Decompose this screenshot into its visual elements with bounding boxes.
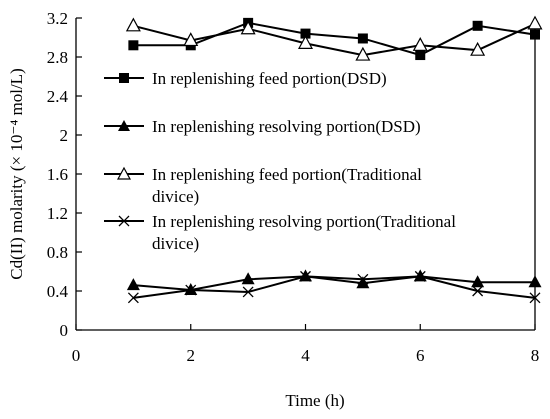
series-line-2 [133, 275, 535, 292]
x-tick-label: 2 [187, 346, 196, 365]
data-point-x [357, 273, 369, 285]
x-tick-label: 4 [301, 346, 310, 365]
data-point-x [242, 286, 254, 298]
data-point-square [472, 20, 483, 31]
data-point-open-triangle [240, 20, 256, 35]
data-point-open-triangle [355, 46, 371, 61]
x-tick-label: 8 [531, 346, 540, 365]
legend-label-line-2: divice) [152, 234, 199, 253]
data-point-filled-triangle [471, 275, 485, 288]
legend-filled-triangle-marker [118, 120, 130, 131]
y-tick-label: 0 [60, 321, 69, 340]
plot-area: 0 0.4 0.8 1.2 1.6 2 2.4 2.8 3.2 0 2 4 6 8 [47, 9, 543, 365]
legend-label-resolving-traditional: In replenishing resolving portion(Tradit… [152, 212, 460, 253]
data-point-open-triangle [125, 17, 141, 32]
legend-filled-square-marker [119, 73, 129, 83]
series-line-4 [133, 275, 536, 299]
data-point-square [415, 50, 426, 61]
data-point-filled-triangle [299, 269, 312, 282]
series-markers [125, 15, 543, 304]
x-axis-ticks: 0 2 4 6 8 [72, 324, 540, 365]
y-tick-label: 2.8 [47, 48, 68, 67]
data-point-filled-triangle [356, 276, 370, 289]
data-point-x [529, 292, 541, 304]
y-axis-title: Cd(II) molarity (× 10⁻⁴ mol/L) [7, 68, 26, 279]
data-point-x [300, 270, 311, 282]
data-point-x [127, 292, 139, 304]
x-tick-label: 6 [416, 346, 425, 365]
data-point-filled-triangle [184, 283, 198, 296]
legend-item-feed-dsd: In replenishing feed portion(DSD) [104, 69, 387, 88]
legend-item-resolving-traditional: In replenishing resolving portion(Tradit… [104, 212, 460, 253]
data-point-filled-triangle [528, 275, 542, 288]
y-tick-label: 3.2 [47, 9, 68, 28]
x-tick-label: 0 [72, 346, 81, 365]
data-point-x [472, 285, 484, 297]
series-line-3 [133, 22, 536, 57]
legend-open-triangle-marker [116, 166, 132, 180]
y-tick-label: 1.6 [47, 165, 68, 184]
data-point-open-triangle [297, 35, 314, 49]
data-point-square [357, 33, 368, 44]
legend-label-feed-dsd: In replenishing feed portion(DSD) [152, 69, 387, 88]
data-point-square [128, 40, 139, 51]
y-tick-label: 2.4 [47, 87, 69, 106]
y-tick-label: 0.8 [47, 243, 68, 262]
data-point-open-triangle [412, 37, 428, 51]
series-line-1 [133, 21, 536, 57]
y-axis-ticks: 0 0.4 0.8 1.2 1.6 2 2.4 2.8 3.2 [47, 9, 82, 340]
data-point-open-triangle [470, 41, 486, 56]
legend-label-line-2: divice) [152, 187, 199, 206]
data-point-filled-triangle [126, 278, 140, 291]
data-point-x [185, 284, 197, 296]
legend-item-feed-traditional: In replenishing feed portion(Traditional… [104, 165, 426, 206]
x-axis-title: Time (h) [285, 391, 344, 410]
legend-label-line-1: In replenishing resolving portion(Tradit… [152, 212, 456, 231]
legend-x-marker [118, 215, 130, 227]
y-tick-label: 0.4 [47, 282, 69, 301]
data-point-x [414, 270, 426, 282]
legend-label-line-1: In replenishing feed portion(Traditional [152, 165, 422, 184]
data-point-filled-triangle [413, 269, 427, 282]
legend-label-feed-traditional: In replenishing feed portion(Traditional… [152, 165, 426, 206]
legend: In replenishing feed portion(DSD) In rep… [104, 69, 460, 253]
data-point-open-triangle [183, 32, 199, 47]
data-point-filled-triangle [241, 272, 255, 285]
y-tick-label: 1.2 [47, 204, 68, 223]
legend-item-resolving-dsd: In replenishing resolving portion(DSD) [104, 117, 421, 136]
series-lines [133, 21, 536, 299]
y-tick-label: 2 [60, 126, 69, 145]
legend-label-resolving-dsd: In replenishing resolving portion(DSD) [152, 117, 421, 136]
data-point-open-triangle [527, 15, 543, 30]
data-point-square [300, 28, 311, 39]
data-point-square [530, 29, 540, 40]
